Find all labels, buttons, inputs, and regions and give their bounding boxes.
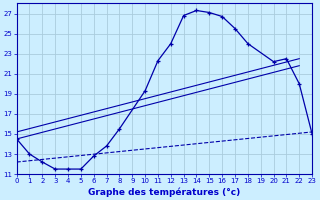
X-axis label: Graphe des températures (°c): Graphe des températures (°c) bbox=[88, 187, 241, 197]
